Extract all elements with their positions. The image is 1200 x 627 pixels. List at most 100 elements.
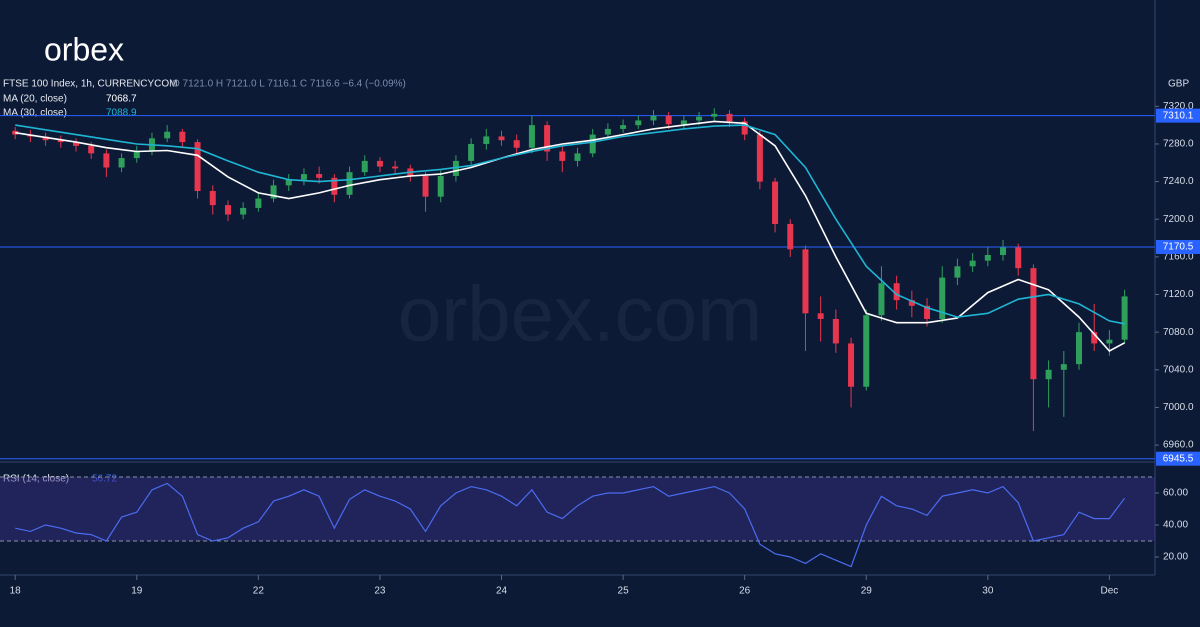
candle-body (194, 142, 201, 192)
candle-body (57, 140, 64, 143)
legend-ma20: MA (20, close) (3, 94, 67, 105)
candle-body (924, 305, 931, 319)
level-label: 6945.5 (1163, 453, 1194, 464)
x-tick-label: 25 (618, 586, 630, 597)
x-tick-label: 29 (861, 586, 873, 597)
candle-body (878, 283, 885, 316)
logo: orbex (44, 31, 124, 67)
candle-body (179, 131, 186, 143)
candle-body (255, 198, 262, 208)
candle-body (285, 179, 292, 186)
candle-body (42, 136, 49, 141)
candle-body (650, 115, 657, 121)
candle-body (422, 175, 429, 197)
y-tick-label: 7040.0 (1163, 364, 1194, 375)
y-tick-label: 20.00 (1163, 552, 1188, 563)
y-tick-label: 7000.0 (1163, 402, 1194, 413)
candle-body (574, 153, 581, 161)
price-title: FTSE 100 Index, 1h, CURRENCYCOM (3, 79, 178, 90)
candle-body (346, 172, 353, 195)
candle-body (741, 121, 748, 135)
candle-body (1045, 369, 1052, 380)
y-tick-label: 7160.0 (1163, 252, 1194, 263)
candle-body (544, 125, 551, 152)
candle-body (209, 191, 216, 206)
x-tick-label: 19 (131, 586, 143, 597)
y-tick-label: 7280.0 (1163, 139, 1194, 150)
candle-body (817, 313, 824, 319)
y-tick-label: 7120.0 (1163, 289, 1194, 300)
candle-body (498, 136, 505, 141)
candle-body (392, 166, 399, 169)
candle-body (270, 185, 277, 199)
y-tick-label: 7240.0 (1163, 176, 1194, 187)
candle-body (893, 283, 900, 301)
candle-body (1030, 268, 1037, 380)
candle-body (468, 143, 475, 161)
candle-body (452, 160, 459, 176)
candle-body (832, 318, 839, 344)
candle-body (665, 115, 672, 125)
candle-body (437, 175, 444, 197)
candle-body (620, 125, 627, 129)
x-tick-label: 30 (982, 586, 994, 597)
candle-body (72, 142, 79, 146)
candle-body (240, 207, 247, 215)
rsi-title: RSI (14, close) (3, 474, 69, 485)
candle-body (1000, 247, 1007, 255)
candle-body (726, 113, 733, 122)
legend-ma30-value: 7088.9 (106, 108, 137, 119)
candle-body (1060, 364, 1067, 370)
candle-body (224, 205, 231, 215)
candle-body (635, 120, 642, 126)
candle-body (802, 249, 809, 314)
rsi-line (15, 482, 1126, 568)
ohlc-legend: O 7121.0 H 7121.0 L 7116.1 C 7116.6 −6.4… (172, 79, 406, 90)
candle-body (772, 181, 779, 224)
candle-body (908, 300, 915, 306)
y-tick-label: 7080.0 (1163, 327, 1194, 338)
y-tick-label: 40.00 (1163, 520, 1188, 531)
x-tick-label: 24 (496, 586, 508, 597)
x-tick-label: 18 (10, 586, 22, 597)
moving-average (15, 124, 1125, 325)
candle-body (969, 260, 976, 267)
candle-body (103, 153, 110, 168)
x-tick-label: 26 (739, 586, 751, 597)
candle-body (711, 113, 718, 117)
candle-body (513, 140, 520, 148)
candle-body (118, 158, 125, 168)
rsi-band (0, 477, 1155, 541)
candle-body (483, 136, 490, 144)
candle-body (361, 160, 368, 173)
candle-body (848, 343, 855, 387)
y-tick-label: 60.00 (1163, 488, 1188, 499)
y-tick-label: 7320.0 (1163, 101, 1194, 112)
candle-body (1015, 247, 1022, 269)
level-label-box (1156, 108, 1200, 123)
candle-body (164, 131, 171, 139)
candle-body (1076, 332, 1083, 365)
candle-body (680, 120, 687, 125)
x-tick-label: 22 (253, 586, 265, 597)
legend-ma30: MA (30, close) (3, 108, 67, 119)
candle-body (787, 223, 794, 250)
x-tick-label: 23 (374, 586, 386, 597)
moving-average (15, 120, 1125, 353)
candle-body (331, 177, 338, 195)
legend-ma20-value: 7068.7 (106, 94, 137, 105)
candle-body (756, 134, 763, 182)
level-label-box (1156, 239, 1200, 254)
level-label: 7170.5 (1163, 242, 1194, 253)
candle-body (12, 130, 19, 135)
candle-body (939, 277, 946, 319)
candle-body (954, 266, 961, 278)
level-label: 7310.1 (1163, 110, 1194, 121)
candle-body (863, 315, 870, 387)
candle-body (589, 134, 596, 154)
candle-body (376, 160, 383, 167)
y-tick-label: 7200.0 (1163, 214, 1194, 225)
candle-body (88, 145, 95, 154)
candle-body (696, 116, 703, 121)
